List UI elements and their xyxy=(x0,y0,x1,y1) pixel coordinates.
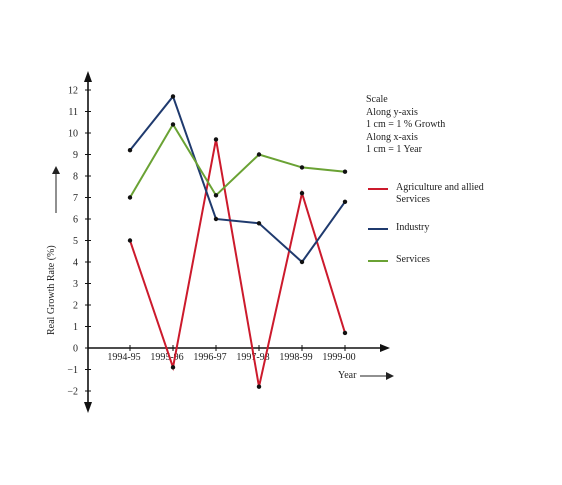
x-tick-label: 1995-96 xyxy=(150,352,183,363)
legend-swatch xyxy=(368,188,388,190)
y-tick-label: 6 xyxy=(73,215,78,226)
y-axis-label-group: Real Growth Rate (%) xyxy=(46,245,57,335)
axes xyxy=(84,71,390,413)
data-point xyxy=(256,384,262,389)
data-point xyxy=(213,193,219,198)
legend-label: Agriculture and allied Services xyxy=(396,182,484,205)
data-point xyxy=(256,221,262,226)
y-tick-label: 4 xyxy=(73,258,78,269)
data-point xyxy=(127,238,133,243)
y-tick-label: 2 xyxy=(73,301,78,312)
y-tick-label: 10 xyxy=(68,129,78,140)
legend-swatch xyxy=(368,228,388,230)
data-point xyxy=(170,365,176,370)
y-axis-arrow-down xyxy=(84,402,92,413)
scale-line: 1 cm = 1 Year xyxy=(366,144,422,156)
x-axis-arrow xyxy=(360,371,395,380)
data-point xyxy=(342,330,348,336)
legend-item-industry: Industry xyxy=(368,222,486,234)
data-point xyxy=(213,216,219,222)
y-tick-label: 9 xyxy=(73,150,78,161)
scale-line: Along y-axis xyxy=(366,106,418,118)
legend-item-services: Services xyxy=(368,254,486,266)
y-tick-label: −2 xyxy=(67,387,78,398)
y-axis-label: Real Growth Rate (%) xyxy=(46,245,57,335)
y-tick-label: 3 xyxy=(73,279,78,290)
data-point xyxy=(213,137,219,142)
x-axis-arrow xyxy=(380,344,390,352)
legend-label: Services xyxy=(396,254,430,265)
data-point xyxy=(342,199,348,204)
y-tick-label: −1 xyxy=(67,365,78,376)
series-lines xyxy=(129,94,346,387)
scale-line: Along x-axis xyxy=(366,131,418,143)
data-point xyxy=(256,152,262,157)
data-point xyxy=(170,94,176,99)
data-point xyxy=(299,191,305,196)
data-point xyxy=(342,169,348,174)
legend-item-agriculture: Agriculture and allied Services xyxy=(368,182,486,206)
x-axis-label-group: Year xyxy=(338,370,395,381)
y-axis-arrow-up xyxy=(84,71,92,82)
x-tick-label: 1994-95 xyxy=(107,352,140,363)
series-line-0 xyxy=(129,139,346,387)
y-tick-label: 7 xyxy=(73,193,78,204)
data-point xyxy=(170,122,176,127)
y-axis-arrow xyxy=(52,166,60,213)
series-line-1 xyxy=(129,94,346,264)
y-tick-label: 12 xyxy=(68,86,78,97)
series-line-2 xyxy=(129,122,346,199)
y-tick-label: 0 xyxy=(73,344,78,355)
scale-line: 1 cm = 1 % Growth xyxy=(366,119,446,131)
y-tick-label: 8 xyxy=(73,172,78,183)
data-point xyxy=(127,195,133,200)
data-point xyxy=(127,148,133,153)
series-points xyxy=(127,94,348,389)
y-tick-label: 1 xyxy=(73,322,78,333)
x-tick-label: 1998-99 xyxy=(279,352,312,363)
x-tick-label: 1999-00 xyxy=(322,352,355,363)
scale-note: Scale Along y-axis 1 cm = 1 % Growth Alo… xyxy=(366,94,445,157)
x-axis-label: Year xyxy=(338,370,357,381)
legend-swatch xyxy=(368,260,388,262)
scale-line: Scale xyxy=(366,94,388,105)
data-point xyxy=(299,165,305,170)
y-tick-label: 11 xyxy=(68,107,78,118)
legend-label: Industry xyxy=(396,222,430,233)
x-tick-label: 1996-97 xyxy=(193,352,226,363)
y-tick-label: 5 xyxy=(73,236,78,247)
data-point xyxy=(299,259,305,265)
